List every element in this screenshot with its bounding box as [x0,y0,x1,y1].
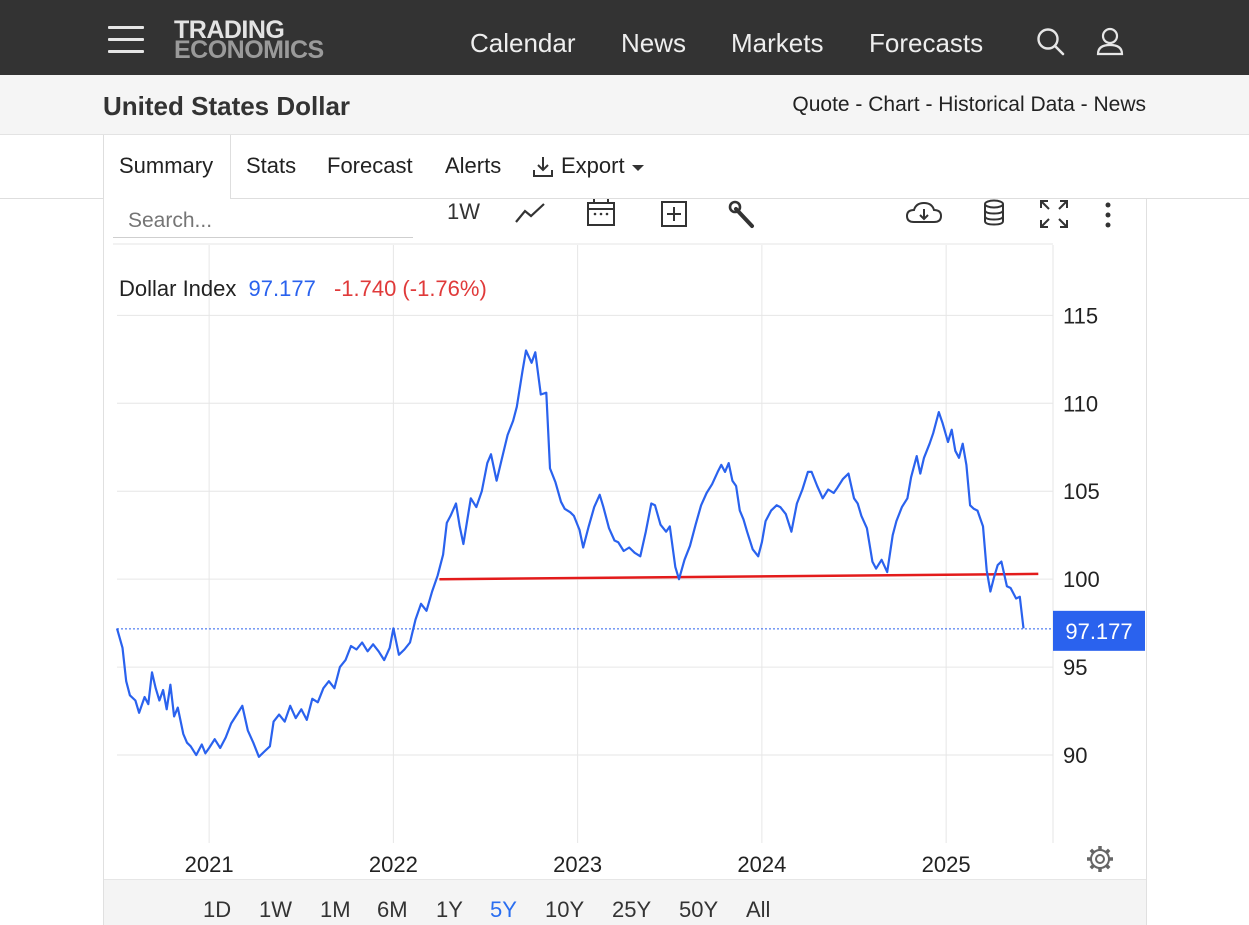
wrench-icon[interactable] [728,200,756,230]
legend: Dollar Index 97.177 -1.740 (-1.76%) [119,276,487,301]
tab-export[interactable]: Export [561,153,625,178]
nav-forecasts[interactable]: Forecasts [869,28,984,58]
x-tick-label: 2023 [553,852,602,877]
fullscreen-icon[interactable] [1039,199,1069,229]
tabs-bar: Summary Stats Forecast Alerts Export [0,135,1249,199]
trend-line [439,572,1039,581]
range-button-25y[interactable]: 25Y [612,897,652,922]
database-icon[interactable] [982,199,1006,227]
section-links[interactable]: Quote - Chart - Historical Data - News [792,93,1146,116]
line-chart-icon[interactable] [514,200,546,226]
x-tick-label: 2024 [737,852,786,877]
download-icon[interactable] [531,155,555,179]
search-input[interactable] [113,200,413,238]
search-icon[interactable] [1036,26,1066,58]
nav-markets[interactable]: Markets [731,28,824,58]
tab-summary[interactable]: Summary [119,153,214,178]
tab-forecast[interactable]: Forecast [327,153,413,178]
range-button-all[interactable]: All [746,897,771,922]
add-compare-icon[interactable] [660,200,688,228]
logo-line-2: ECONOMICS [174,36,324,64]
calendar-icon[interactable] [586,198,616,228]
user-icon[interactable] [1096,26,1124,58]
x-tick-label: 2021 [185,852,234,877]
range-button-5y[interactable]: 5Y [490,897,517,922]
range-button-10y[interactable]: 10Y [545,897,585,922]
legend-series-name: Dollar Index [119,276,236,301]
settings-gear-icon[interactable] [1087,846,1113,872]
range-button-1m[interactable]: 1M [320,897,351,922]
price-tag [1053,610,1145,651]
legend-change: -1.740 (-1.76%) [334,276,487,301]
y-tick-label: 115 [1063,303,1098,328]
page-subheader: United States Dollar Quote - Chart - His… [0,75,1249,135]
x-tick-label: 2022 [369,852,418,877]
tab-alerts[interactable]: Alerts [445,153,502,178]
range-button-1y[interactable]: 1Y [436,897,463,922]
y-tick-label: 90 [1063,743,1087,768]
range-button-50y[interactable]: 50Y [679,897,719,922]
y-tick-label: 105 [1063,479,1100,504]
page-title: United States Dollar [103,91,351,121]
top-navigation-bar: TRADING ECONOMICS Calendar News Markets … [0,0,1249,75]
nav-news[interactable]: News [621,28,687,58]
time-range-bar: 1D 1W 1M 6M 1Y 5Y 10Y 25Y 50Y All [104,879,1146,925]
range-button-6m[interactable]: 6M [377,897,408,922]
y-tick-label: 100 [1063,567,1100,592]
trading-economics-logo[interactable]: TRADING ECONOMICS [174,16,324,64]
y-tick-label: 110 [1063,391,1098,416]
tab-summary-container[interactable] [103,135,231,199]
more-icon[interactable] [1100,201,1116,229]
dollar-index-line [115,349,1025,758]
price-tag-label: 97.177 [1065,619,1132,644]
axis-ticks: 90 95 100 105 110 115 2021 2022 2023 2024 2025 [185,303,1100,877]
grid-lines [117,245,1053,843]
legend-value: 97.177 [249,276,316,301]
menu-icon[interactable] [108,26,144,54]
x-tick-label: 2025 [922,852,971,877]
range-button-1d[interactable]: 1D [203,897,232,922]
range-button-1w[interactable]: 1W [259,897,292,922]
cloud-download-icon[interactable] [905,200,943,228]
nav-calendar[interactable]: Calendar [470,28,576,58]
y-tick-label: 95 [1063,655,1087,680]
logo-line-1: TRADING [174,16,285,44]
interval-selector[interactable]: 1W [447,199,480,224]
caret-down-icon[interactable] [631,163,645,173]
tab-stats[interactable]: Stats [246,153,297,178]
chart-frame [103,199,1147,925]
